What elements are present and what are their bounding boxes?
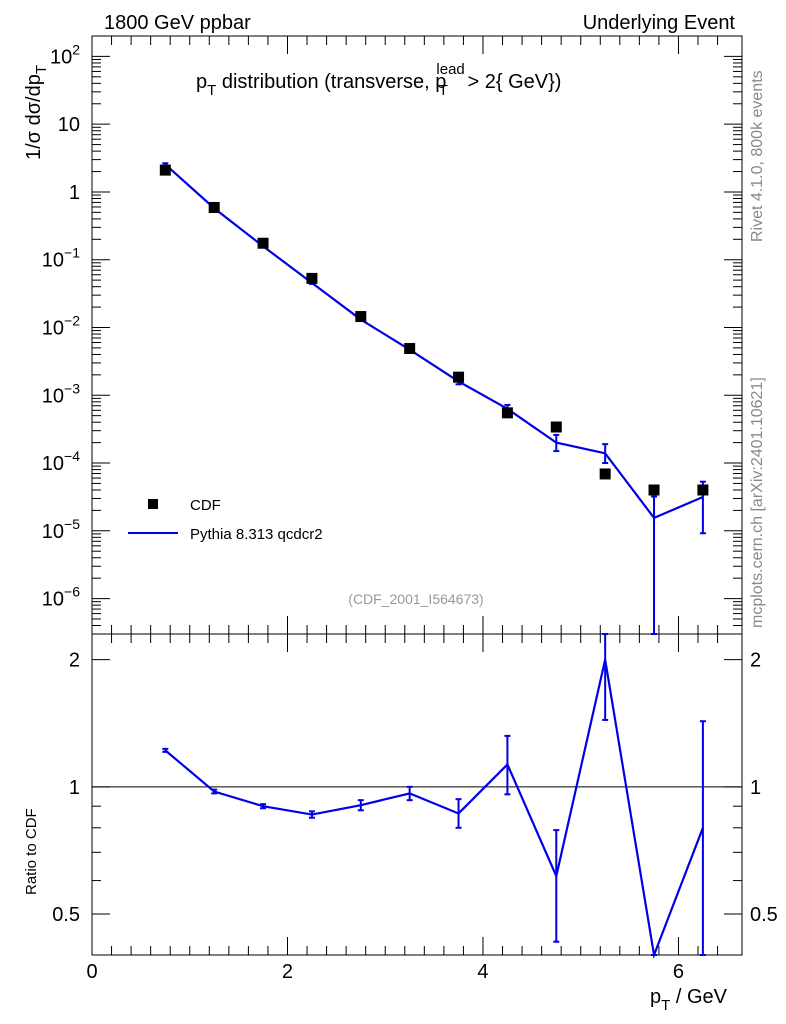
data-point — [257, 237, 269, 249]
y-tick-label-main: 10−5 — [42, 516, 80, 543]
x-tick-label: 0 — [86, 961, 97, 983]
legend: CDF Pythia 8.313 qcdcr2 — [128, 497, 323, 543]
y-tick-label-main: 10−6 — [42, 584, 80, 611]
data-point — [550, 421, 562, 433]
ratio-panel-frame — [91, 633, 743, 956]
y-tick-label-main: 10−4 — [42, 448, 80, 475]
data-point — [697, 484, 709, 496]
x-tick-label: 2 — [282, 961, 293, 983]
y-tick-label-main: 1 — [69, 182, 80, 204]
data-point — [159, 164, 171, 176]
y-tick-label-ratio: 0.5 — [52, 904, 80, 926]
main-mc-series — [162, 162, 706, 635]
rivet-label: Rivet 4.1.0, 800k events — [749, 70, 766, 242]
x-axis-label: pT / GeV — [650, 986, 728, 1014]
x-tick-label: 6 — [673, 961, 684, 983]
data-point — [599, 468, 611, 480]
y-tick-label-main: 102 — [50, 41, 80, 68]
y-axis-label-main: 1/σ dσ/dpT — [23, 65, 50, 160]
data-point — [404, 342, 416, 354]
data-point — [648, 484, 660, 496]
plot-title: pT distribution (transverse, plead T > 2{… — [196, 61, 561, 99]
header-left: 1800 GeV ppbar — [104, 12, 251, 34]
main-panel-frame — [91, 35, 743, 635]
x-tick-labels: 0 2 4 6 — [86, 961, 684, 983]
mc-line — [164, 163, 704, 520]
y-tick-label-ratio-right: 0.5 — [750, 904, 778, 926]
y-tick-label-ratio-right: 1 — [750, 777, 761, 799]
y-tick-label-ratio-right: 2 — [750, 650, 761, 672]
data-point — [453, 371, 465, 383]
y-tick-label-ratio: 1 — [69, 777, 80, 799]
data-point — [306, 272, 318, 284]
legend-marker-cdf — [148, 499, 158, 509]
data-point — [501, 407, 513, 419]
y-tick-label-main: 10−2 — [42, 312, 80, 339]
data-point — [208, 201, 220, 213]
y-tick-label-main: 10−1 — [42, 245, 80, 272]
analysis-reference: (CDF_2001_I564673) — [348, 591, 483, 607]
legend-label-cdf: CDF — [190, 497, 221, 514]
legend-label-pythia: Pythia 8.313 qcdcr2 — [190, 526, 323, 543]
main-axis-ticks: 10−6 10−5 10−4 10−3 10−2 10−1 1 10 102 — [42, 35, 742, 635]
ratio-axis-ticks: 0.5 0.5 1 1 2 2 — [52, 634, 778, 956]
y-tick-label-main: 10−3 — [42, 380, 80, 407]
y-tick-label-main: 10 — [58, 114, 80, 136]
x-tick-label: 4 — [477, 961, 488, 983]
y-tick-label-ratio: 2 — [69, 650, 80, 672]
data-point — [355, 311, 367, 323]
mcplots-label: mcplots.cern.ch [arXiv:2401.10621] — [749, 377, 766, 628]
ratio-line — [164, 659, 704, 960]
y-axis-label-ratio: Ratio to CDF — [23, 808, 40, 895]
ratio-mc-series — [162, 633, 706, 960]
main-data-series — [159, 164, 709, 496]
header-right: Underlying Event — [583, 12, 736, 34]
